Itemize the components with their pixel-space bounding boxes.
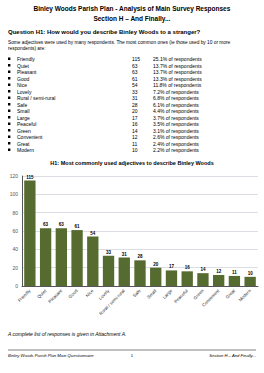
- svg-text:Rural / semi-rural: Rural / semi-rural: [17, 95, 55, 101]
- svg-text:31: 31: [122, 252, 128, 257]
- svg-text:25.1% of respondents: 25.1% of respondents: [153, 56, 202, 62]
- svg-text:63: 63: [132, 63, 138, 69]
- svg-text:1: 1: [131, 353, 134, 358]
- svg-text:6.8% of respondents: 6.8% of respondents: [153, 95, 199, 101]
- svg-text:20: 20: [132, 108, 138, 114]
- svg-text:40: 40: [12, 246, 18, 252]
- svg-text:33: 33: [132, 89, 138, 95]
- svg-text:16: 16: [185, 265, 191, 270]
- svg-text:Great: Great: [17, 141, 30, 147]
- svg-text:63: 63: [59, 222, 65, 227]
- svg-text:Convenient: Convenient: [17, 134, 43, 140]
- svg-text:Green: Green: [192, 288, 205, 301]
- svg-text:20: 20: [153, 262, 159, 267]
- svg-text:28: 28: [137, 254, 143, 259]
- svg-text:H1: Most commonly used adjecti: H1: Most commonly used adjectives to des…: [50, 160, 213, 166]
- svg-text:16: 16: [132, 121, 138, 127]
- svg-text:Friendly: Friendly: [17, 56, 35, 62]
- svg-text:63: 63: [43, 222, 49, 227]
- svg-text:Large: Large: [162, 288, 174, 300]
- svg-text:Binley Woods Parish Plan Main: Binley Woods Parish Plan Main Questionna…: [8, 353, 94, 358]
- svg-text:61: 61: [75, 224, 81, 229]
- svg-text:115: 115: [132, 56, 140, 62]
- svg-text:13.3% of respondents: 13.3% of respondents: [153, 76, 202, 82]
- svg-text:115: 115: [26, 175, 34, 180]
- svg-text:Rural / semi-rural: Rural / semi-rural: [98, 288, 126, 316]
- svg-text:20: 20: [12, 265, 18, 271]
- svg-text:13.7% of respondents: 13.7% of respondents: [153, 63, 202, 69]
- svg-text:6.1% of respondents: 6.1% of respondents: [153, 102, 199, 108]
- svg-text:Modern: Modern: [238, 288, 253, 303]
- svg-text:11: 11: [132, 141, 137, 147]
- svg-text:Small: Small: [146, 288, 157, 299]
- svg-text:Peaceful: Peaceful: [173, 288, 189, 304]
- svg-text:100: 100: [10, 191, 19, 197]
- svg-text:10: 10: [248, 271, 254, 276]
- svg-text:17: 17: [132, 115, 138, 121]
- svg-text:Section H – And Finally...: Section H – And Finally...: [209, 353, 256, 358]
- svg-text:Small: Small: [17, 108, 30, 114]
- svg-text:80: 80: [12, 210, 18, 216]
- svg-text:Pleasant: Pleasant: [47, 288, 63, 304]
- svg-text:Question H1: How would you des: Question H1: How would you describe Binl…: [8, 29, 201, 35]
- svg-text:14: 14: [200, 267, 206, 272]
- svg-text:2.6% of respondents: 2.6% of respondents: [153, 134, 199, 140]
- svg-text:Safe: Safe: [132, 288, 142, 298]
- svg-text:12: 12: [132, 134, 138, 140]
- svg-text:3.5% of respondents: 3.5% of respondents: [153, 121, 199, 127]
- svg-text:Friendly: Friendly: [17, 288, 32, 303]
- svg-text:63: 63: [132, 69, 138, 75]
- svg-text:Section H – And Finally...: Section H – And Finally...: [93, 15, 170, 23]
- svg-text:2.4% of respondents: 2.4% of respondents: [153, 141, 199, 147]
- svg-text:60: 60: [12, 228, 18, 234]
- svg-text:respondents) are:: respondents) are:: [8, 46, 46, 51]
- svg-text:Binley Woods Parish Plan - Ana: Binley Woods Parish Plan - Analysis of M…: [33, 5, 230, 13]
- svg-text:A complete list of responses i: A complete list of responses is given in…: [7, 331, 126, 337]
- svg-text:Lovely: Lovely: [17, 89, 32, 95]
- svg-text:Lovely: Lovely: [98, 288, 111, 301]
- svg-text:Some adjectives were used by m: Some adjectives were used by many respon…: [8, 40, 231, 45]
- svg-text:2.2% of respondents: 2.2% of respondents: [153, 147, 199, 153]
- svg-text:Great: Great: [225, 288, 237, 300]
- svg-text:Modern: Modern: [17, 147, 34, 153]
- svg-text:Pleasant: Pleasant: [17, 69, 37, 75]
- svg-text:54: 54: [90, 231, 96, 236]
- svg-text:31: 31: [132, 95, 138, 101]
- svg-text:Good: Good: [17, 76, 29, 82]
- svg-text:120: 120: [10, 173, 19, 179]
- svg-text:28: 28: [132, 102, 138, 108]
- svg-text:Nice: Nice: [85, 288, 95, 298]
- svg-text:3.1% of respondents: 3.1% of respondents: [153, 128, 199, 134]
- svg-text:Nice: Nice: [17, 82, 27, 88]
- svg-text:54: 54: [132, 82, 138, 88]
- svg-text:4.4% of respondents: 4.4% of respondents: [153, 108, 199, 114]
- svg-text:17: 17: [169, 264, 175, 269]
- svg-text:Convenient: Convenient: [201, 288, 221, 308]
- svg-text:7.2% of respondents: 7.2% of respondents: [153, 89, 199, 95]
- svg-text:13.7% of respondents: 13.7% of respondents: [153, 69, 202, 75]
- svg-text:3.7% of respondents: 3.7% of respondents: [153, 115, 199, 121]
- svg-text:Quiet: Quiet: [36, 288, 48, 300]
- svg-text:Green: Green: [17, 128, 31, 134]
- svg-text:Large: Large: [17, 115, 30, 121]
- svg-text:Quiet: Quiet: [17, 63, 30, 69]
- svg-text:11.8% of respondents: 11.8% of respondents: [153, 82, 202, 88]
- svg-text:Safe: Safe: [17, 102, 28, 108]
- svg-text:11: 11: [232, 270, 237, 275]
- svg-text:14: 14: [132, 128, 138, 134]
- svg-text:12: 12: [216, 269, 222, 274]
- svg-text:10: 10: [132, 147, 138, 153]
- svg-text:Peaceful: Peaceful: [17, 121, 36, 127]
- svg-text:Good: Good: [68, 288, 80, 300]
- svg-text:0: 0: [15, 283, 18, 289]
- svg-text:61: 61: [132, 76, 138, 82]
- svg-text:33: 33: [106, 250, 112, 255]
